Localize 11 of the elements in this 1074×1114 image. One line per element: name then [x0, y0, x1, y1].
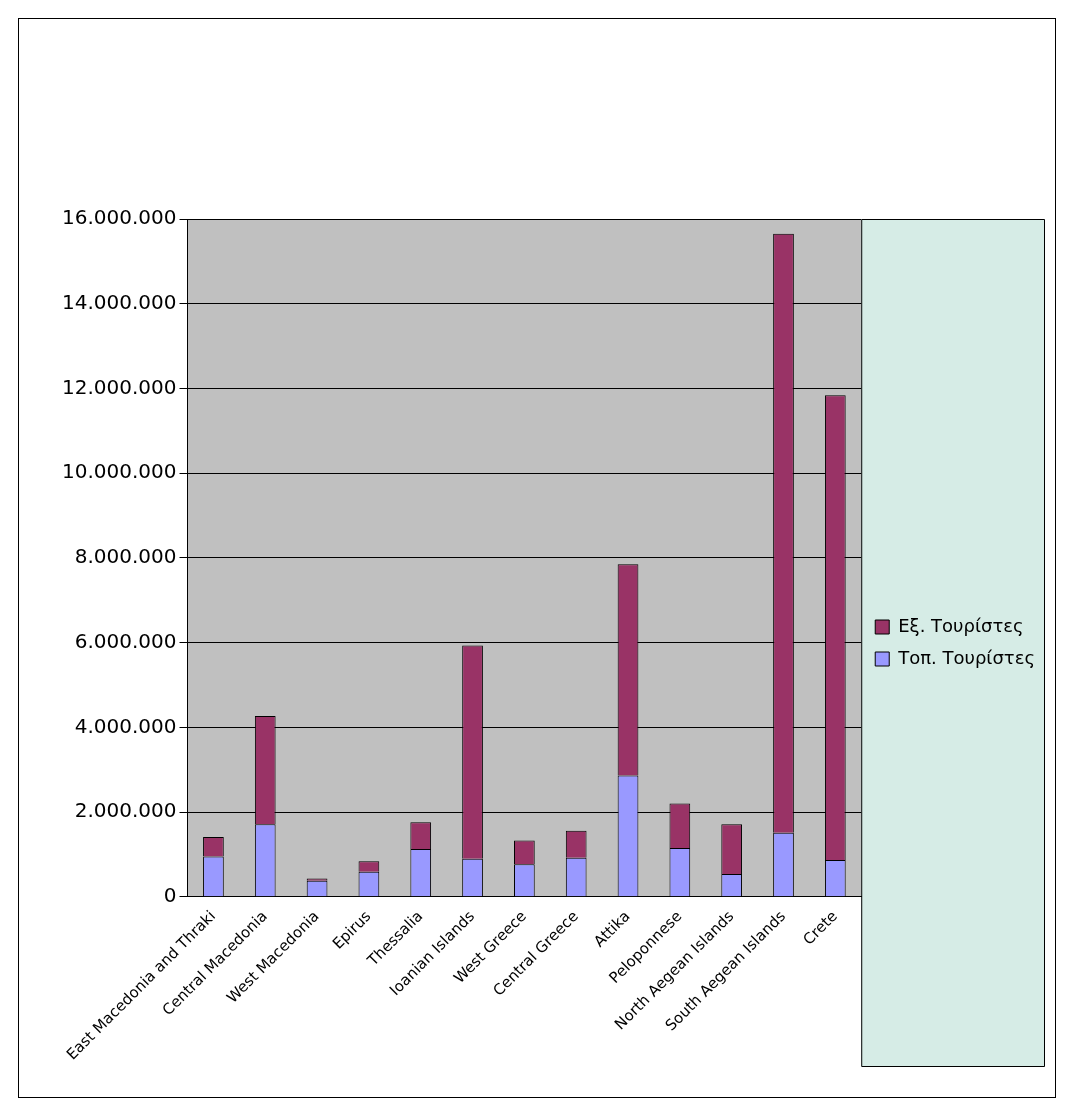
y-tick-label: 4.000.000	[74, 713, 177, 738]
y-tick-label: 10.000.000	[62, 459, 177, 484]
legend-label: Τοπ. Τουρίστες	[897, 646, 1036, 668]
y-tick-label: 6.000.000	[74, 628, 177, 653]
y-tick-label: 14.000.000	[62, 289, 177, 314]
y-tick-label: 16.000.000	[62, 205, 177, 230]
legend-label: Εξ. Τουρίστες	[898, 614, 1024, 636]
y-tick-label: 2.000.000	[74, 798, 177, 823]
y-tick-label: 8.000.000	[74, 544, 177, 569]
y-tick-label: 0	[163, 882, 177, 907]
y-tick-label: 12.000.000	[62, 374, 177, 399]
